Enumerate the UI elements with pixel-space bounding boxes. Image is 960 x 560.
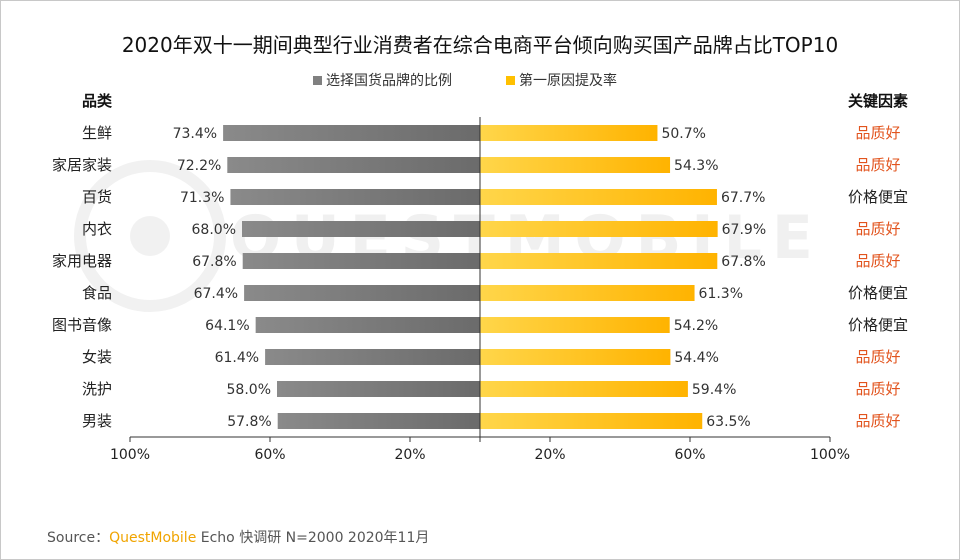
value-label-left: 72.2% xyxy=(177,158,221,174)
source-brand: QuestMobile xyxy=(109,530,197,546)
category-label: 食品 xyxy=(82,284,112,302)
bar-left xyxy=(227,157,480,173)
category-label: 男装 xyxy=(82,412,112,430)
bar-right xyxy=(480,317,670,333)
category-label: 内衣 xyxy=(82,220,112,238)
key-factor: 价格便宜 xyxy=(848,316,908,334)
key-factor: 品质好 xyxy=(855,124,900,142)
bar-right xyxy=(480,189,717,205)
value-label-left: 58.0% xyxy=(227,382,271,398)
value-label-right: 61.3% xyxy=(699,286,743,302)
watermark-logo-dot xyxy=(130,216,170,256)
x-tick-label: 60% xyxy=(674,447,705,463)
bar-right xyxy=(480,349,671,365)
bar-right xyxy=(480,381,688,397)
bar-left xyxy=(242,221,480,237)
bar-left xyxy=(242,253,480,269)
x-axis: 100% 60% 20% 20% 60% 100% xyxy=(110,117,850,463)
value-label-right: 59.4% xyxy=(692,382,736,398)
bar-right xyxy=(480,285,695,301)
legend-label-left: 选择国货品牌的比例 xyxy=(326,72,452,89)
bar-left xyxy=(265,349,480,365)
value-label-right: 67.8% xyxy=(721,254,765,270)
bar-left xyxy=(277,381,480,397)
x-tick-label: 100% xyxy=(110,447,150,463)
value-label-right: 67.9% xyxy=(722,222,766,238)
bar-right xyxy=(480,253,718,269)
legend-label-right: 第一原因提及率 xyxy=(519,72,617,89)
key-factor: 品质好 xyxy=(855,252,900,270)
key-factor: 品质好 xyxy=(855,348,900,366)
value-label-left: 67.4% xyxy=(194,286,238,302)
key-factor: 品质好 xyxy=(855,220,900,238)
bar-left xyxy=(230,189,480,205)
bar-right xyxy=(480,221,718,237)
key-factor: 价格便宜 xyxy=(848,188,908,206)
value-label-left: 67.8% xyxy=(192,254,236,270)
x-tick-label: 20% xyxy=(534,447,565,463)
category-header: 品类 xyxy=(82,92,113,110)
legend: 选择国货品牌的比例 第一原因提及率 xyxy=(313,72,617,89)
category-label: 女装 xyxy=(82,348,112,366)
value-label-right: 50.7% xyxy=(661,126,705,142)
bar-right xyxy=(480,157,671,173)
key-factor: 品质好 xyxy=(855,412,900,430)
bar-left xyxy=(255,317,480,333)
category-label: 家居家装 xyxy=(52,156,112,174)
bar-left xyxy=(277,413,480,429)
category-label: 洗护 xyxy=(82,380,112,398)
source-note: Source：QuestMobile Echo 快调研 N=2000 2020年… xyxy=(47,527,429,547)
legend-swatch-gray xyxy=(313,76,322,85)
category-label: 图书音像 xyxy=(52,316,112,334)
category-label: 百货 xyxy=(82,188,112,206)
source-detail: Echo 快调研 N=2000 2020年11月 xyxy=(196,530,430,546)
x-tick-label: 100% xyxy=(810,447,850,463)
bar-right xyxy=(480,125,658,141)
value-label-right: 67.7% xyxy=(721,190,765,206)
value-label-left: 73.4% xyxy=(173,126,217,142)
value-label-right: 54.2% xyxy=(674,318,718,334)
x-tick-label: 20% xyxy=(394,447,425,463)
value-label-right: 54.4% xyxy=(674,350,718,366)
key-factor: 价格便宜 xyxy=(848,284,908,302)
value-label-right: 63.5% xyxy=(706,414,750,430)
chart-title: 2020年双十一期间典型行业消费者在综合电商平台倾向购买国产品牌占比TOP10 xyxy=(122,33,838,57)
key-factor: 品质好 xyxy=(855,156,900,174)
value-label-left: 71.3% xyxy=(180,190,224,206)
legend-swatch-yellow xyxy=(506,76,515,85)
value-label-right: 54.3% xyxy=(674,158,718,174)
bar-left xyxy=(244,285,480,301)
bar-left xyxy=(223,125,480,141)
value-label-left: 64.1% xyxy=(205,318,249,334)
value-label-left: 57.8% xyxy=(227,414,271,430)
x-tick-label: 60% xyxy=(254,447,285,463)
factor-header: 关键因素 xyxy=(848,92,908,110)
bar-right xyxy=(480,413,703,429)
source-prefix: Source： xyxy=(47,530,110,546)
watermark-logo xyxy=(74,160,226,312)
value-label-left: 68.0% xyxy=(192,222,236,238)
category-label: 家用电器 xyxy=(52,252,112,270)
value-label-left: 61.4% xyxy=(215,350,259,366)
key-factor: 品质好 xyxy=(855,380,900,398)
category-label: 生鲜 xyxy=(82,124,112,142)
